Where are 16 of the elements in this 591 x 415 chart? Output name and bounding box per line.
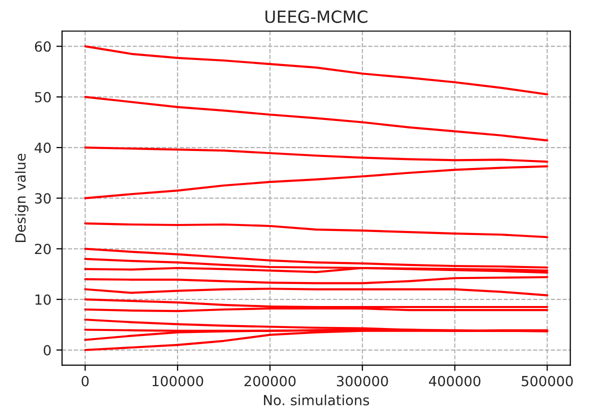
y-tick-label: 30 — [35, 193, 51, 204]
y-tick-label: 50 — [35, 92, 51, 102]
y-tick-label: 0 — [44, 344, 51, 356]
x-axis-title: No. simulations — [264, 394, 370, 406]
x-tick-label: 400000 — [428, 376, 480, 386]
y-tick-label: 20 — [34, 244, 51, 254]
y-tick-label: 60 — [34, 41, 51, 52]
y-axis-title: Design value — [14, 154, 28, 242]
x-tick-label: 0 — [82, 376, 89, 386]
x-tick-label: 300000 — [336, 376, 388, 386]
y-tick-label: 40 — [34, 142, 51, 154]
x-tick-label: 500000 — [522, 376, 573, 386]
chart-title: UEEG-MCMC — [266, 10, 368, 24]
x-tick-label: 200000 — [244, 376, 296, 386]
x-tick-label: 100000 — [152, 376, 204, 386]
y-tick-label: 10 — [35, 294, 51, 305]
